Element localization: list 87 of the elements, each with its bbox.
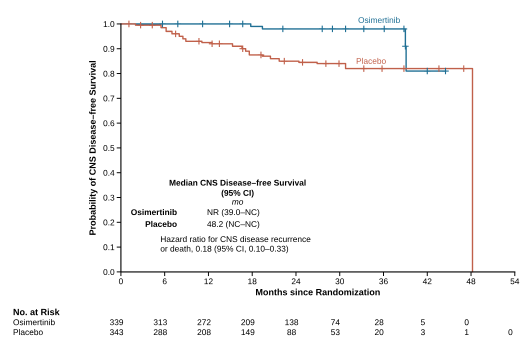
text: 20 xyxy=(374,329,384,336)
y-tick-label: 0.7 xyxy=(103,96,114,102)
y-axis-title: Probability of CNS Disease–free Survival xyxy=(89,60,98,235)
y-tick-label: 0.0 xyxy=(103,269,114,275)
annotation: Median CNS Disease–free Survival (95% CI) xyxy=(170,180,306,198)
annotation: Osimertinib xyxy=(131,208,177,216)
point xyxy=(335,60,343,68)
point xyxy=(238,44,247,53)
point xyxy=(402,42,410,50)
x-tick-label: 30 xyxy=(335,278,344,284)
text: No. at Risk xyxy=(14,308,60,316)
text: Osimertinib xyxy=(13,319,55,326)
text: 272 xyxy=(198,319,211,326)
point xyxy=(442,67,450,75)
x-tick-label: 18 xyxy=(248,278,256,284)
point xyxy=(208,40,216,48)
x-tick-label: 36 xyxy=(379,278,388,284)
text: 138 xyxy=(285,319,298,326)
y-tick-label: 0.2 xyxy=(103,220,114,226)
point xyxy=(400,64,408,72)
annotation: Hazard ratio for CNS disease recurrence or death, 0.18 (95% CI, 0.10–0.33) xyxy=(160,236,310,254)
point xyxy=(378,64,386,72)
y-tick-label: 0.8 xyxy=(103,70,114,77)
text: 339 xyxy=(110,319,124,326)
point xyxy=(238,20,247,28)
text: 209 xyxy=(241,319,254,326)
point xyxy=(322,60,330,68)
y-tick-label: 0.6 xyxy=(103,120,114,126)
point xyxy=(136,21,144,29)
y-tick-label: 0.9 xyxy=(103,46,114,52)
text: 313 xyxy=(154,319,167,326)
point xyxy=(360,25,368,33)
text: 208 xyxy=(198,329,211,336)
point xyxy=(257,51,265,59)
y-tick-label: 0.1 xyxy=(103,244,114,250)
annotation: mo xyxy=(232,200,244,205)
point xyxy=(298,58,306,66)
point xyxy=(226,20,234,28)
text: 3 xyxy=(420,329,425,336)
point xyxy=(328,25,336,33)
x-tick-label: 0 xyxy=(118,278,123,284)
series-label: Osimertinib xyxy=(358,16,400,24)
text: 0 xyxy=(508,329,512,336)
x-axis-title: Months since Randomization xyxy=(256,288,380,296)
text: 74 xyxy=(331,319,340,326)
point xyxy=(148,21,156,29)
x-tick-label: 48 xyxy=(466,278,476,284)
point xyxy=(318,25,326,33)
x-tick-label: 12 xyxy=(204,278,213,284)
point xyxy=(400,25,408,33)
text: 343 xyxy=(110,329,124,336)
x-tick-label: 6 xyxy=(162,278,167,284)
y-tick-label: 0.3 xyxy=(103,194,114,201)
point xyxy=(198,20,206,28)
y-tick-label: 0.5 xyxy=(103,145,114,152)
text: Placebo xyxy=(14,329,43,336)
annotation: 48.2 (NC–NC) xyxy=(207,220,260,229)
point xyxy=(216,40,224,48)
x-tick-label: 54 xyxy=(510,278,520,284)
point xyxy=(460,64,468,72)
y-tick-label: 0.4 xyxy=(103,170,114,176)
y-tick-label: 1.0 xyxy=(104,21,114,28)
point xyxy=(280,57,288,65)
text: 88 xyxy=(287,329,296,336)
text: 5 xyxy=(420,319,425,326)
point xyxy=(125,20,133,28)
point xyxy=(435,64,443,72)
annotation: NR (39.0–NC) xyxy=(208,208,260,217)
x-tick-label: 42 xyxy=(422,278,432,284)
point xyxy=(158,20,166,28)
point xyxy=(172,30,180,38)
series-label: Placebo xyxy=(356,58,386,64)
text: 28 xyxy=(374,319,384,326)
point xyxy=(174,20,182,28)
point xyxy=(195,37,203,46)
point xyxy=(423,67,432,75)
point xyxy=(360,64,368,72)
text: 53 xyxy=(331,329,340,336)
text: 1 xyxy=(464,329,469,336)
point xyxy=(279,25,287,33)
annotation: Placebo xyxy=(146,220,177,228)
text: 0 xyxy=(464,319,469,326)
point xyxy=(342,25,350,33)
point xyxy=(380,25,388,33)
x-tick-label: 24 xyxy=(292,278,300,284)
text: 149 xyxy=(242,329,254,336)
text: 288 xyxy=(154,329,167,336)
